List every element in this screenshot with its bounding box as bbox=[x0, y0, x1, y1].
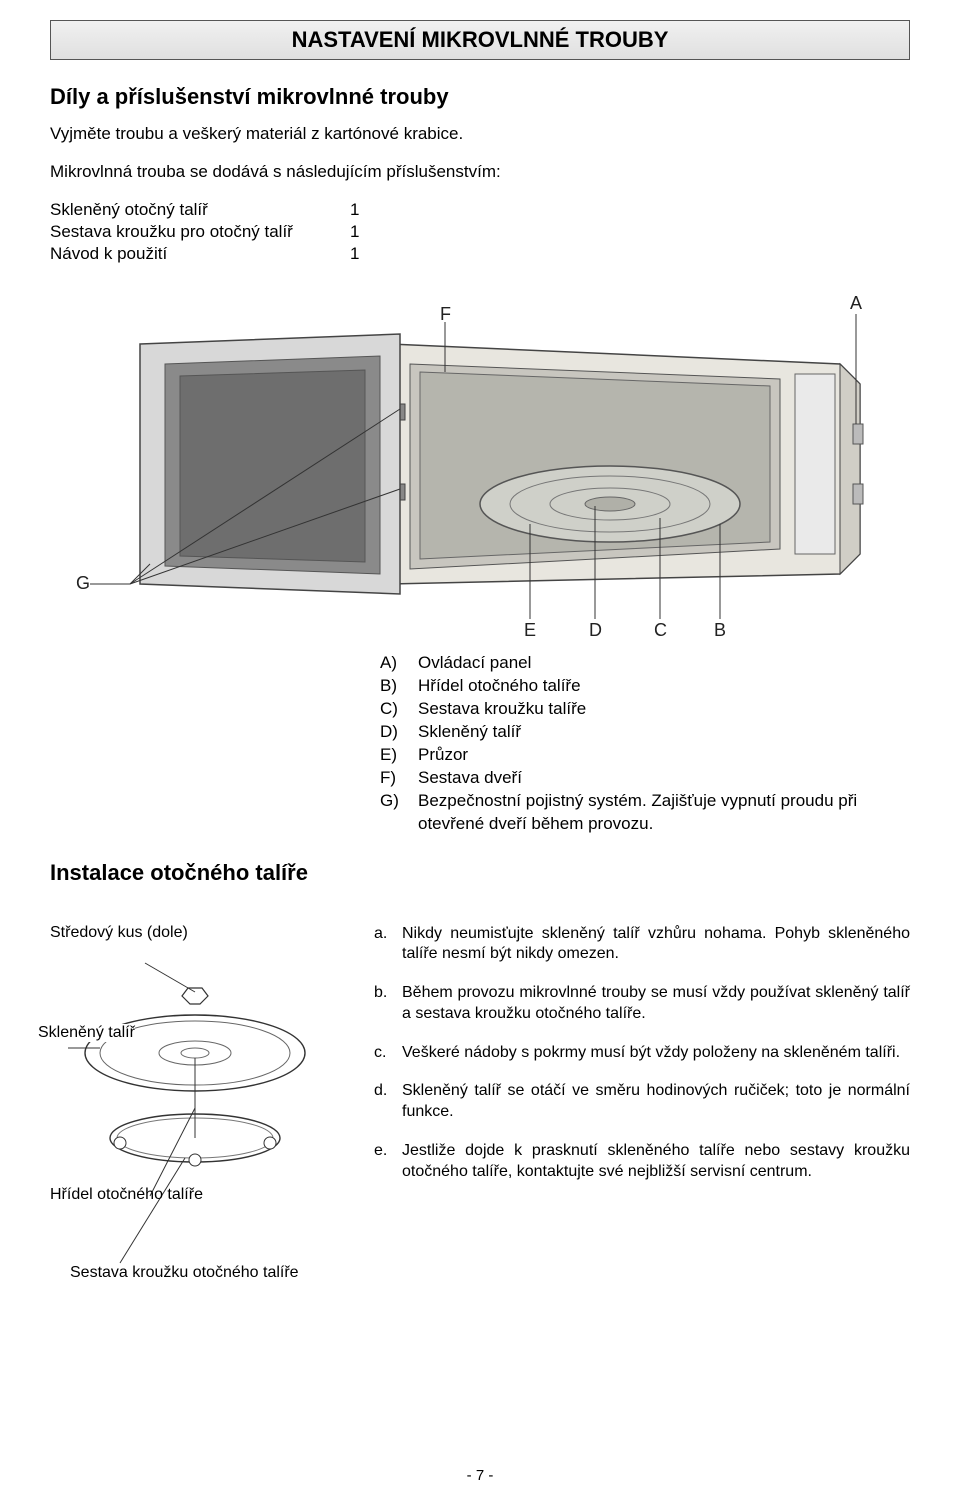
note-key: e. bbox=[374, 1141, 394, 1183]
svg-text:F: F bbox=[440, 304, 451, 324]
oven-body-icon bbox=[390, 344, 863, 584]
accessory-label: Sestava kroužku pro otočný talíř bbox=[50, 222, 350, 242]
accessories-list: Skleněný otočný talíř 1 Sestava kroužku … bbox=[50, 200, 910, 264]
svg-text:E: E bbox=[524, 620, 536, 640]
accessory-row: Skleněný otočný talíř 1 bbox=[50, 200, 910, 220]
section-heading-parts: Díly a příslušenství mikrovlnné trouby bbox=[50, 84, 910, 110]
intro-text-1: Vyjměte troubu a veškerý materiál z kart… bbox=[50, 124, 910, 144]
legend-val: Sestava kroužku talíře bbox=[418, 698, 910, 721]
note-val: Jestliže dojde k prasknutí skleněného ta… bbox=[402, 1141, 910, 1183]
page-title: NASTAVENÍ MIKROVLNNÉ TROUBY bbox=[50, 20, 910, 60]
section-heading-install: Instalace otočného talíře bbox=[50, 860, 910, 886]
intro-text-2: Mikrovlnná trouba se dodává s následujíc… bbox=[50, 162, 910, 182]
accessory-qty: 1 bbox=[350, 244, 380, 264]
turntable-diagram-block: Středový kus (dole) bbox=[50, 924, 350, 1293]
turntable-label-plate: Skleněný talíř bbox=[38, 1024, 135, 1042]
svg-text:D: D bbox=[589, 620, 602, 640]
note-key: d. bbox=[374, 1081, 394, 1123]
legend-key: G) bbox=[380, 790, 406, 836]
svg-text:A: A bbox=[850, 293, 862, 313]
legend-key: F) bbox=[380, 767, 406, 790]
note-key: a. bbox=[374, 924, 394, 966]
diagram-legend: A) Ovládací panel B) Hřídel otočného talíř… bbox=[380, 652, 910, 836]
page-number: - 7 - bbox=[0, 1467, 960, 1484]
legend-val: Ovládací panel bbox=[418, 652, 910, 675]
legend-key: E) bbox=[380, 744, 406, 767]
legend-key: A) bbox=[380, 652, 406, 675]
accessory-qty: 1 bbox=[350, 222, 380, 242]
turntable-diagram bbox=[50, 958, 340, 1288]
turntable-label-hub: Středový kus (dole) bbox=[50, 924, 350, 942]
legend-key: B) bbox=[380, 675, 406, 698]
legend-val: Průzor bbox=[418, 744, 910, 767]
note-val: Během provozu mikrovlnné trouby se musí … bbox=[402, 983, 910, 1025]
note-val: Skleněný talíř se otáčí ve směru hodinov… bbox=[402, 1081, 910, 1123]
oven-door-icon bbox=[140, 334, 400, 594]
legend-key: D) bbox=[380, 721, 406, 744]
accessory-row: Sestava kroužku pro otočný talíř 1 bbox=[50, 222, 910, 242]
legend-val: Bezpečnostní pojistný systém. Zajišťuje … bbox=[418, 790, 910, 836]
install-notes: a.Nikdy neumisťujte skleněný talíř vzhůr… bbox=[374, 924, 910, 1293]
accessory-label: Skleněný otočný talíř bbox=[50, 200, 350, 220]
note-val: Nikdy neumisťujte skleněný talíř vzhůru … bbox=[402, 924, 910, 966]
svg-text:G: G bbox=[76, 573, 90, 593]
accessory-qty: 1 bbox=[350, 200, 380, 220]
turntable-label-shaft: Hřídel otočného talíře bbox=[50, 1186, 203, 1204]
legend-val: Skleněný talíř bbox=[418, 721, 910, 744]
note-val: Veškeré nádoby s pokrmy musí být vždy po… bbox=[402, 1043, 910, 1064]
note-key: b. bbox=[374, 983, 394, 1025]
svg-text:C: C bbox=[654, 620, 667, 640]
legend-key: C) bbox=[380, 698, 406, 721]
note-key: c. bbox=[374, 1043, 394, 1064]
accessory-label: Návod k použití bbox=[50, 244, 350, 264]
microwave-diagram: A F G E D C B bbox=[50, 274, 910, 644]
turntable-label-ring: Sestava kroužku otočného talíře bbox=[70, 1264, 299, 1282]
svg-text:B: B bbox=[714, 620, 726, 640]
legend-val: Hřídel otočného talíře bbox=[418, 675, 910, 698]
accessory-row: Návod k použití 1 bbox=[50, 244, 910, 264]
legend-val: Sestava dveří bbox=[418, 767, 910, 790]
